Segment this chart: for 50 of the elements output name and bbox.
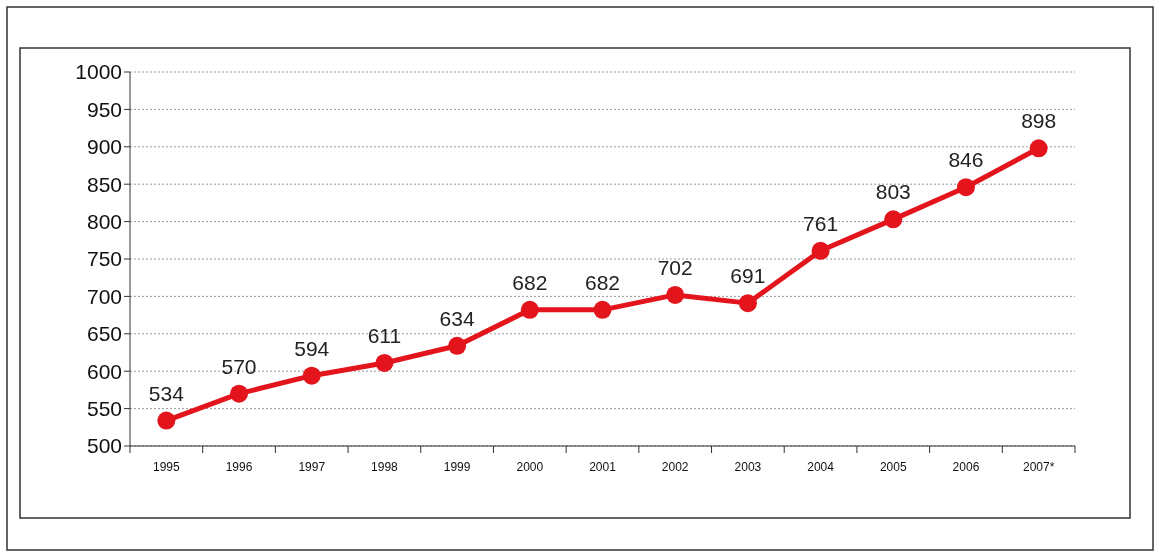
x-tick-label: 2007* xyxy=(1022,460,1055,474)
data-label: 691 xyxy=(730,264,766,288)
x-tick-label: 1998 xyxy=(371,460,399,474)
y-tick-label: 1000 xyxy=(75,60,122,84)
y-tick-label: 500 xyxy=(86,434,122,458)
point xyxy=(811,241,830,260)
data-label: 534 xyxy=(148,381,185,405)
point xyxy=(230,384,249,403)
x-tick-label: 1997 xyxy=(298,460,326,474)
x-tick-label: 2000 xyxy=(516,460,544,474)
data-label: 898 xyxy=(1021,109,1057,133)
y-tick-label: 800 xyxy=(86,209,122,233)
x-tick-label: 2004 xyxy=(807,460,835,474)
y-tick-label: 650 xyxy=(86,322,122,346)
point xyxy=(1029,139,1048,158)
data-label: 803 xyxy=(875,180,911,204)
data-label: 570 xyxy=(221,354,257,378)
x-tick-label: 1996 xyxy=(225,460,253,474)
point xyxy=(666,285,685,304)
y-tick-label: 900 xyxy=(86,135,122,159)
y-tick-label: 550 xyxy=(86,396,122,420)
point xyxy=(738,294,757,313)
point xyxy=(448,336,467,355)
y-tick-label: 950 xyxy=(86,97,122,121)
data-label: 846 xyxy=(948,148,984,172)
data-label: 611 xyxy=(367,323,402,347)
point xyxy=(956,178,975,197)
data-label: 682 xyxy=(584,270,621,294)
data-label: 594 xyxy=(294,336,330,360)
x-tick-label: 2005 xyxy=(879,460,907,474)
data-label: 682 xyxy=(512,270,548,294)
x-tick-label: 2003 xyxy=(734,460,762,474)
point xyxy=(884,210,903,229)
data-label: 702 xyxy=(657,255,693,279)
point xyxy=(157,411,176,430)
point xyxy=(520,300,539,319)
x-tick-label: 2001 xyxy=(589,460,617,474)
x-tick-label: 2002 xyxy=(661,460,689,474)
point xyxy=(593,300,612,319)
x-tick-label: 1999 xyxy=(443,460,471,474)
x-tick-label: 1995 xyxy=(152,460,181,474)
y-tick-label: 750 xyxy=(86,247,122,271)
data-label: 634 xyxy=(439,306,475,330)
y-tick-label: 700 xyxy=(86,284,122,308)
x-tick-label: 2006 xyxy=(952,460,980,474)
y-tick-label: 600 xyxy=(86,359,122,383)
data-label: 761 xyxy=(803,211,839,235)
point xyxy=(302,366,321,385)
y-tick-label: 850 xyxy=(86,172,122,196)
point xyxy=(375,353,394,372)
